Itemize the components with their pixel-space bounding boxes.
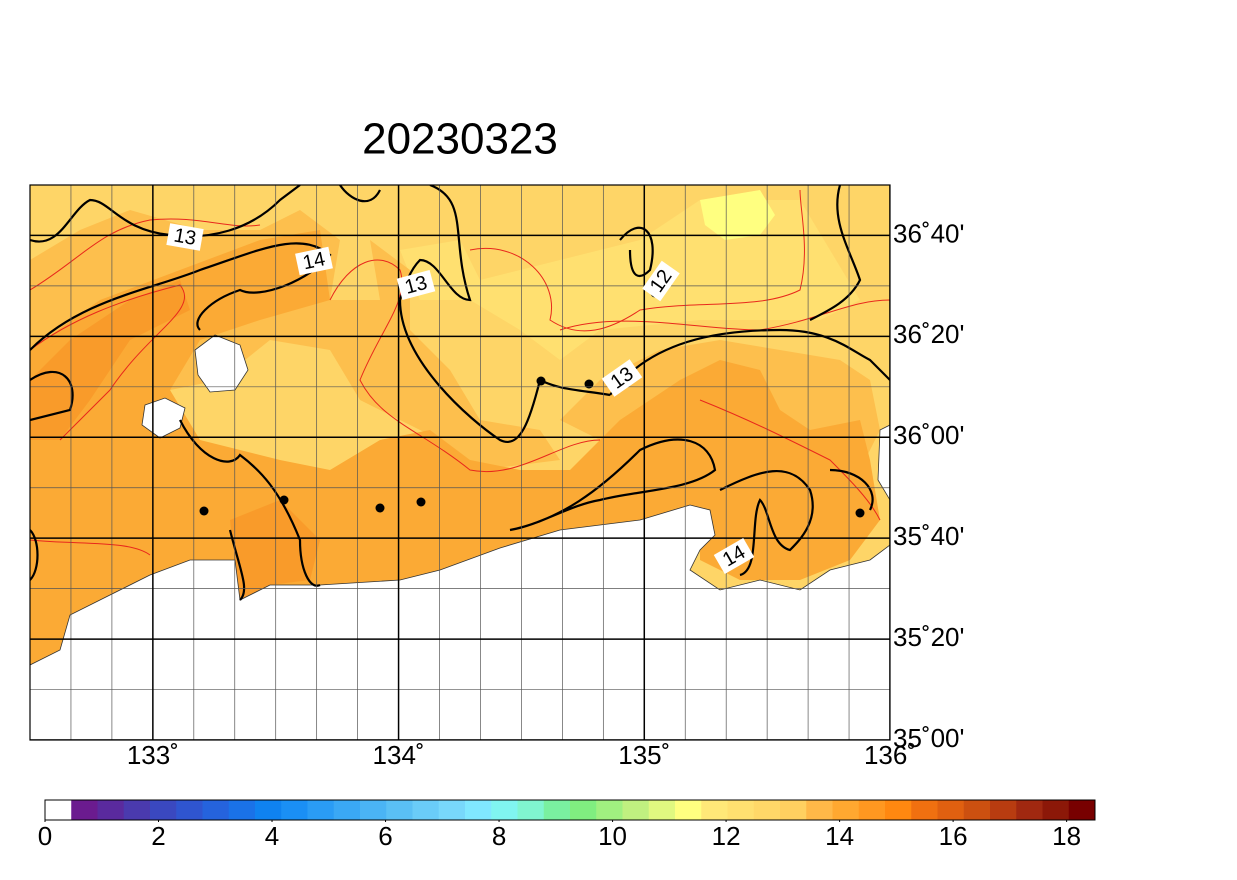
x-tick-label: 135˚ <box>618 740 670 770</box>
y-tick-label: 35˚40' <box>893 521 964 551</box>
colorbar-tick-label: 12 <box>712 821 741 851</box>
colorbar-tick-label: 8 <box>492 821 506 851</box>
colorbar-swatch <box>1016 800 1043 820</box>
colorbar-swatch <box>307 800 335 820</box>
major-grid <box>30 185 890 740</box>
x-tick-label: 134˚ <box>373 740 425 770</box>
colorbar-swatch <box>753 800 781 820</box>
contour-label: 13 <box>166 223 204 251</box>
colorbar-swatch <box>885 800 912 820</box>
contour-label-box <box>713 537 755 575</box>
colorbar-swatch <box>570 800 597 820</box>
colorbar-frame <box>44 799 1096 821</box>
colorbar: 0 2 4 6 8 10 12 14 16 18 <box>38 799 1096 851</box>
colorbar-swatch <box>465 800 492 820</box>
colorbar-swatch <box>412 800 440 820</box>
y-tick-label: 35˚00' <box>893 723 964 753</box>
colorbar-swatch <box>123 800 151 820</box>
colorbar-swatch <box>45 800 72 820</box>
colorbar-swatch <box>1042 800 1070 820</box>
axes: 133˚ 134˚ 135˚ 136˚35˚00' 35˚20' 35˚40' 36˚00'… <box>127 218 965 770</box>
sst-field <box>30 210 560 470</box>
colorbar-swatch <box>543 800 571 820</box>
colorbar-swatch <box>780 800 807 820</box>
colorbar-tick-label: 16 <box>939 821 968 851</box>
colorbar-swatch <box>675 800 702 820</box>
land <box>877 424 890 501</box>
sst-field <box>230 500 320 600</box>
map-title: 20230323 <box>362 115 558 164</box>
contour-label-box <box>396 269 436 301</box>
contour-label-text: 14 <box>301 248 327 274</box>
contour-label-box <box>601 359 643 397</box>
colorbar-swatch <box>1068 800 1096 820</box>
map-frame <box>29 184 891 741</box>
colorbar-swatch <box>937 800 965 820</box>
colorbar-tick-label: 14 <box>825 821 854 851</box>
colorbar-swatch <box>176 800 203 820</box>
isotherm <box>30 185 890 601</box>
colorbar-tick-label: 4 <box>265 821 279 851</box>
colorbar-swatch <box>622 800 650 820</box>
colorbar-swatch <box>150 800 177 820</box>
contour-label-box <box>166 223 204 251</box>
colorbar-swatch <box>202 800 230 820</box>
colorbar-tick-label: 2 <box>151 821 165 851</box>
colorbar-swatch <box>648 800 676 820</box>
colorbar-swatch <box>228 800 256 820</box>
colorbar-swatch <box>386 800 413 820</box>
colorbar-swatch <box>360 800 387 820</box>
y-tick-label: 36˚20' <box>893 319 964 349</box>
x-tick-label: 133˚ <box>127 740 179 770</box>
colorbar-swatch <box>333 800 361 820</box>
colorbar-tick-label: 18 <box>1052 821 1081 851</box>
colorbar-swatch <box>517 800 545 820</box>
colorbar-swatch <box>727 800 755 820</box>
colorbar-swatch <box>97 800 125 820</box>
colorbar-swatch <box>438 800 466 820</box>
sst-field <box>30 280 190 440</box>
colorbar-swatch <box>491 800 518 820</box>
colorbar-swatch <box>71 800 98 820</box>
contour-label-text: 13 <box>172 225 198 251</box>
colorbar-swatch <box>596 800 623 820</box>
colorbar-swatch <box>963 800 991 820</box>
colorbar-swatch <box>701 800 728 820</box>
colorbar-tick-label: 0 <box>38 821 52 851</box>
colorbar-swatch <box>281 800 308 820</box>
station-markers <box>199 288 865 518</box>
contour-label: 14 <box>295 246 333 276</box>
colorbar-swatch <box>911 800 938 820</box>
colorbar-tick-label: 6 <box>378 821 392 851</box>
colorbar-swatch <box>806 800 833 820</box>
sst-field <box>400 200 860 360</box>
y-tick-label: 35˚20' <box>893 622 964 652</box>
y-tick-label: 36˚00' <box>893 420 964 450</box>
colorbar-swatch <box>990 800 1017 820</box>
contour-label: 14 <box>713 537 755 575</box>
colorbar-swatch <box>858 800 886 820</box>
sst-field <box>700 190 775 240</box>
land <box>30 504 890 740</box>
colorbar-swatch <box>255 800 282 820</box>
contour-label-box <box>295 246 333 276</box>
x-tick-label: 136˚ <box>864 740 916 770</box>
colorbar-swatch <box>832 800 860 820</box>
colorbar-tick-label: 10 <box>598 821 627 851</box>
y-tick-label: 36˚40' <box>893 218 964 248</box>
contour-label-box <box>642 260 680 302</box>
isotherm-half <box>30 189 890 556</box>
